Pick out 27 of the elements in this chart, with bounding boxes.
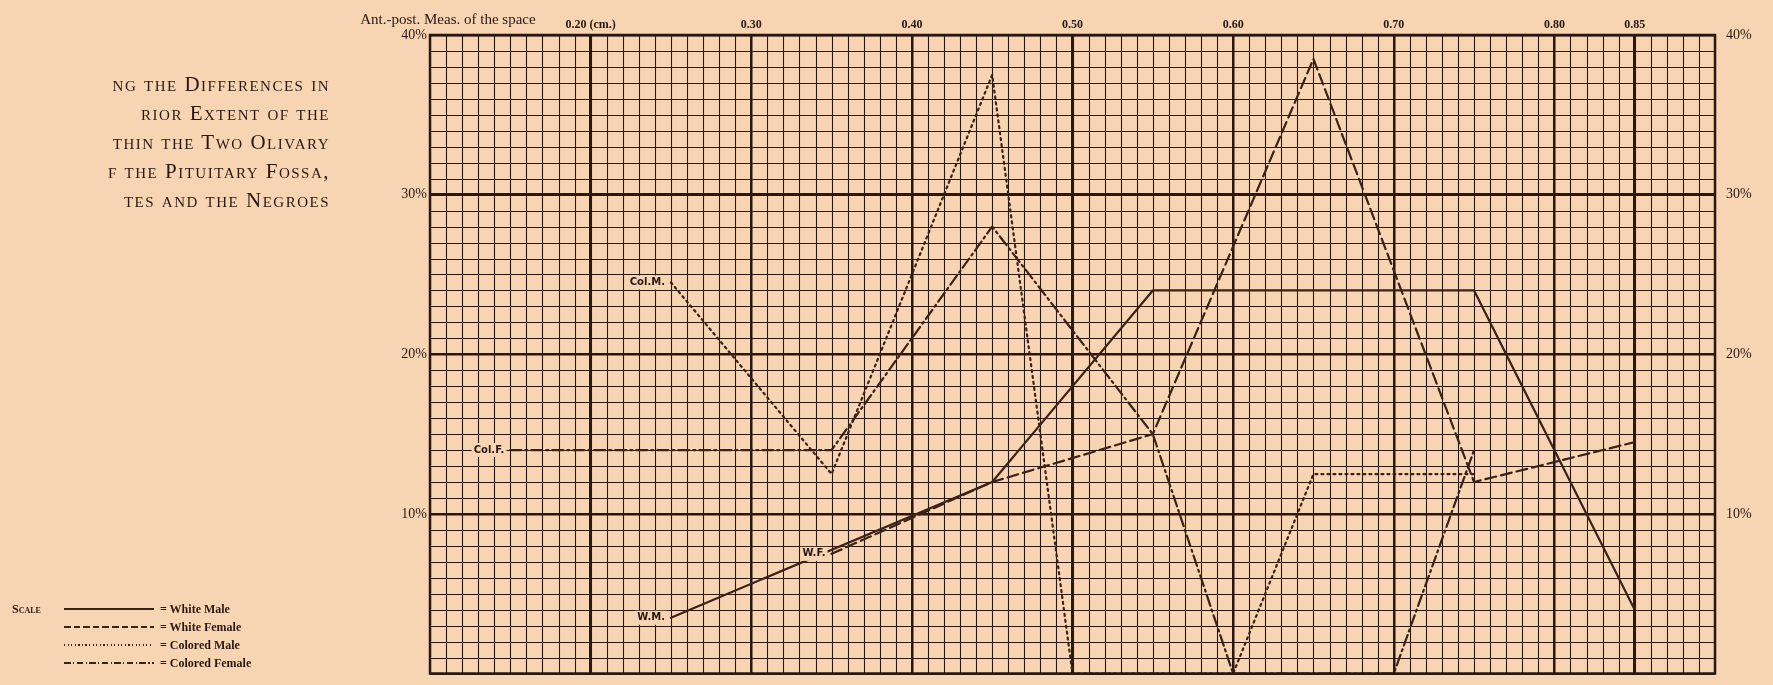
- annotation: W.M.: [637, 611, 665, 623]
- legend-title: Scale: [12, 602, 42, 617]
- legend-label: = Colored Male: [160, 637, 240, 653]
- y2-tick-label: 20%: [1726, 345, 1752, 361]
- y2-tick-label: 40%: [1726, 26, 1752, 42]
- text: ng the Differences in rior Extent of the thin the Two Olivary f the Pituitary Fossa, tes and the Negroes: [107, 71, 330, 214]
- x-tick-label: 0.50: [1062, 16, 1083, 31]
- x-tick-label: 0.40: [901, 16, 923, 31]
- annotation: Col.M.: [629, 276, 665, 288]
- legend-label: = White Female: [160, 619, 242, 635]
- x-axis-title: Ant.-post. Meas. of the space: [360, 10, 536, 27]
- y2-tick-label: 10%: [1726, 505, 1752, 521]
- x-tick-label: 0.20 (cm.): [565, 16, 616, 31]
- x-tick-label: 0.30: [740, 16, 762, 31]
- legend-label: = Colored Female: [160, 655, 252, 671]
- y2-tick-label: 30%: [1726, 186, 1752, 202]
- y-tick-label: 20%: [401, 345, 428, 361]
- annotation: Col.F.: [473, 443, 505, 455]
- y-tick-label: 40%: [401, 26, 428, 42]
- x-tick-label: 0.70: [1383, 16, 1405, 31]
- x-tick-label: 0.85: [1624, 16, 1646, 31]
- x-tick-label: 0.80: [1543, 16, 1565, 31]
- annotation: W.F.: [802, 547, 826, 559]
- y-tick-label: 10%: [401, 505, 428, 521]
- y-tick-label: 30%: [401, 186, 428, 202]
- legend-label: = White Male: [160, 601, 230, 617]
- x-tick-label: 0.60: [1222, 16, 1244, 31]
